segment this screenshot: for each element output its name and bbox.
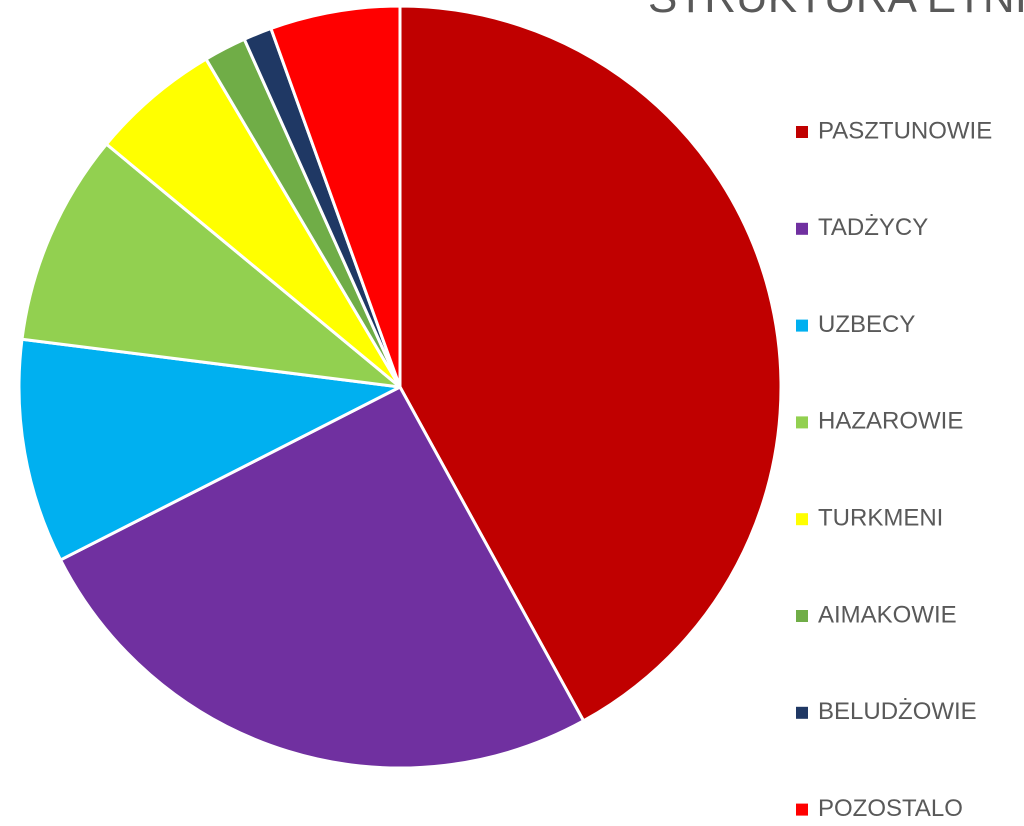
legend-label: TADŻYCY bbox=[818, 214, 928, 241]
legend-swatch bbox=[796, 222, 808, 235]
legend-swatch bbox=[796, 803, 808, 816]
chart-title: STRUKTURA ETNICZNA bbox=[648, 0, 1024, 22]
legend-swatch bbox=[796, 706, 808, 719]
pie-slice bbox=[59, 385, 586, 770]
pie-slice bbox=[20, 142, 402, 389]
legend-swatch bbox=[796, 416, 808, 429]
legend-label: AIMAKOWIE bbox=[818, 601, 957, 628]
legend-swatch bbox=[796, 513, 808, 526]
legend-swatch bbox=[796, 319, 808, 332]
legend-label: UZBECY bbox=[818, 311, 915, 338]
legend-label: TURKMENI bbox=[818, 505, 943, 532]
legend-swatch bbox=[796, 126, 808, 138]
pie-slice bbox=[17, 337, 402, 562]
pie-slice bbox=[269, 4, 402, 389]
legend-label: PASZTUNOWIE bbox=[818, 117, 992, 144]
legend-swatch bbox=[796, 610, 808, 622]
legend-label: BELUDŻOWIE bbox=[818, 698, 977, 725]
legend-label: POZOSTALO bbox=[818, 795, 963, 822]
pie-slice bbox=[104, 57, 402, 389]
legend-label: HAZAROWIE bbox=[818, 408, 963, 435]
pie-slice bbox=[398, 4, 783, 723]
